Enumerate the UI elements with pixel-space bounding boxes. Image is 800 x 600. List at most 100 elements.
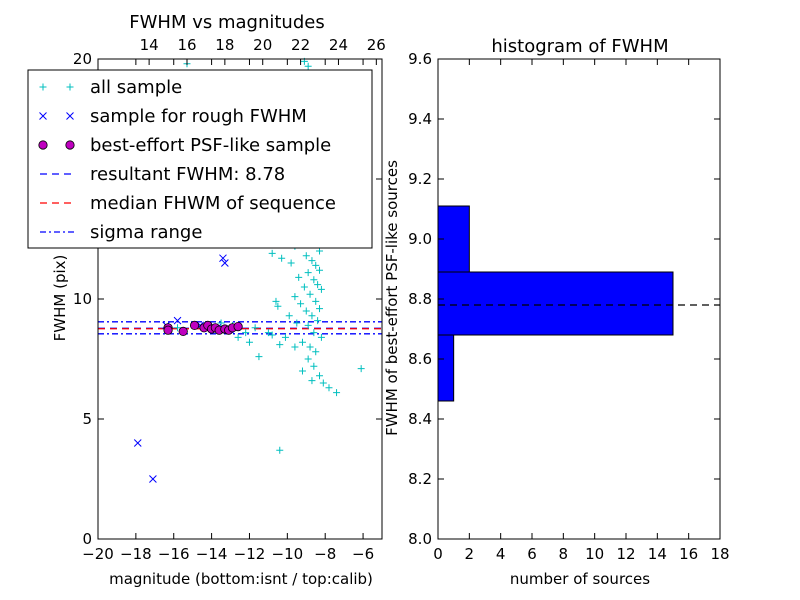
- y-tick-label: 8.6: [408, 350, 432, 368]
- data-point-plus: [255, 353, 263, 361]
- x-tick-label: 10: [585, 545, 604, 563]
- x-tick-label: −18: [120, 545, 152, 563]
- data-point-plus: [310, 329, 318, 337]
- data-point-plus: [272, 297, 280, 305]
- data-point-circle: [189, 320, 200, 330]
- top-x-tick-label: 20: [253, 36, 272, 54]
- data-point-plus: [319, 379, 327, 387]
- x-tick-label: 6: [527, 545, 537, 563]
- data-point-plus: [304, 355, 312, 363]
- x-tick-label: 4: [496, 545, 506, 563]
- top-x-tick-label: 26: [367, 36, 386, 54]
- data-point-plus: [287, 259, 295, 267]
- data-point-cross: [149, 475, 157, 483]
- data-point-plus: [314, 317, 322, 325]
- x-tick-label: −16: [158, 545, 190, 563]
- data-point-plus: [316, 247, 324, 255]
- data-point-plus: [310, 276, 318, 284]
- y-tick-label: 10: [73, 290, 92, 308]
- data-point-plus: [264, 329, 272, 337]
- legend: all sample sample for rough FWHM best-effo…: [27, 69, 373, 249]
- data-point-plus: [302, 307, 310, 315]
- right-chart-title: histogram of FWHM: [491, 36, 668, 57]
- data-point-plus: [317, 285, 325, 293]
- left-chart-xlabel: magnitude (bottom:isnt / top:calib): [109, 570, 373, 588]
- data-point-plus: [316, 266, 324, 274]
- data-point-plus: [245, 338, 253, 346]
- legend-box: [27, 69, 373, 249]
- data-point-plus: [234, 333, 242, 341]
- y-tick-label: 5: [82, 410, 92, 428]
- legend-label: median FHWM of sequence: [90, 193, 336, 214]
- data-point-plus: [304, 269, 312, 277]
- y-tick-label: 9.4: [408, 110, 432, 128]
- y-tick-label: 9.2: [408, 170, 432, 188]
- left-chart-ylabel: FWHM (pix): [51, 255, 69, 342]
- x-tick-label: −6: [352, 545, 374, 563]
- y-tick-label: 0: [82, 530, 92, 548]
- data-point-plus: [174, 324, 182, 332]
- y-tick-label: 8.0: [408, 530, 432, 548]
- data-point-cross: [220, 259, 229, 267]
- data-point-plus: [295, 273, 303, 281]
- legend-marker-cross: [39, 112, 47, 120]
- y-tick-label: 8.4: [408, 410, 432, 428]
- data-point-plus: [357, 365, 365, 373]
- data-point-plus: [300, 283, 308, 291]
- x-tick-label: 18: [710, 545, 729, 563]
- legend-marker-plus: [39, 83, 47, 91]
- legend-label: sigma range: [90, 222, 202, 243]
- top-x-tick-label: 22: [291, 36, 310, 54]
- data-point-plus: [276, 341, 284, 349]
- data-point-cross: [173, 316, 182, 325]
- data-point-cross: [133, 439, 142, 447]
- data-point-plus: [285, 312, 293, 320]
- right-chart-xlabel: number of sources: [510, 570, 650, 588]
- x-tick-label: 8: [559, 545, 569, 563]
- top-x-tick-label: 18: [215, 36, 234, 54]
- data-point-plus: [308, 312, 316, 320]
- data-point-plus: [316, 372, 324, 380]
- data-point-plus: [308, 377, 316, 385]
- data-point-cross: [219, 254, 227, 263]
- legend-marker-circle: [38, 140, 48, 150]
- data-point-plus: [310, 362, 318, 370]
- histogram-bar: [437, 271, 674, 336]
- histogram-bar: [437, 334, 455, 402]
- left-chart-title: FWHM vs magnitudes: [129, 12, 324, 33]
- data-point-plus: [304, 62, 312, 70]
- x-tick-label: 0: [433, 545, 443, 563]
- x-tick-label: −10: [272, 545, 304, 563]
- x-tick-label: −20: [82, 545, 114, 563]
- y-tick-label: 9.0: [408, 230, 432, 248]
- x-tick-label: 16: [679, 545, 698, 563]
- data-point-plus: [293, 319, 301, 327]
- data-point-plus: [312, 297, 320, 305]
- data-point-plus: [325, 384, 333, 392]
- legend-marker-circle: [65, 140, 75, 150]
- data-point-plus: [316, 305, 324, 313]
- data-point-plus: [304, 321, 312, 329]
- data-point-plus: [312, 348, 320, 356]
- histogram-plot-area: 0 2 4 6 8 10 12 14 16 18 8.0 8.2 8.4 8.6 8.8 9.0 9.2 9.4 9…: [408, 50, 729, 563]
- data-point-plus: [217, 319, 225, 327]
- data-point-plus: [306, 343, 314, 351]
- x-tick-label: 14: [648, 545, 667, 563]
- x-tick-label: −8: [314, 545, 336, 563]
- right-chart-ylabel: FWHM of best-effort PSF-like sources: [383, 160, 401, 436]
- data-point-plus: [297, 300, 305, 308]
- x-tick-label: 2: [465, 545, 475, 563]
- x-tick-label: −12: [234, 545, 266, 563]
- data-point-plus: [281, 333, 289, 341]
- data-point-plus: [276, 446, 284, 454]
- data-point-plus: [268, 249, 276, 257]
- top-x-tick-label: 14: [140, 36, 159, 54]
- data-point-plus: [278, 254, 286, 262]
- y-tick-label: 9.6: [408, 50, 432, 68]
- legend-marker-plus: [66, 83, 74, 91]
- y-tick-label: 20: [73, 50, 92, 68]
- scatter-plot-area: −20−18−16−14−12−10−8−6051015201416182022…: [73, 36, 386, 563]
- data-point-plus: [274, 302, 282, 310]
- top-x-tick-label: 16: [177, 36, 196, 54]
